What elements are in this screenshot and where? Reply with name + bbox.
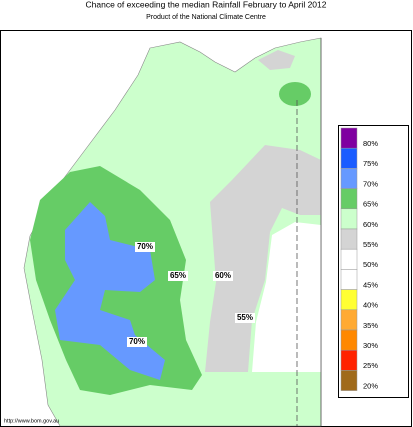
title: Chance of exceeding the median Rainfall … xyxy=(86,0,327,9)
legend-label: 65% xyxy=(363,200,378,209)
region-50 xyxy=(252,222,321,372)
legend-label: 80% xyxy=(363,139,378,148)
region-55-north xyxy=(258,50,295,70)
legend-swatch xyxy=(340,248,358,270)
legend-label: 25% xyxy=(363,361,378,370)
map-label: 70% xyxy=(129,337,145,346)
legend-swatch xyxy=(340,329,358,351)
legend-label: 60% xyxy=(363,220,378,229)
label-bg xyxy=(168,271,188,281)
legend-swatch xyxy=(340,228,358,250)
map-label: 60% xyxy=(215,271,231,280)
legend-swatch xyxy=(340,309,358,331)
label-bg xyxy=(127,337,147,347)
legend-label: 45% xyxy=(363,280,378,289)
label-bg xyxy=(135,242,155,252)
legend-swatch xyxy=(340,269,358,290)
legend-label: 35% xyxy=(363,321,378,330)
region-65-north xyxy=(279,82,311,106)
legend-swatch xyxy=(340,370,358,391)
region-55 xyxy=(205,145,321,372)
legend-swatch xyxy=(340,289,358,311)
legend-swatch xyxy=(340,168,358,189)
legend-label: 55% xyxy=(363,240,378,249)
legend-label: 70% xyxy=(363,179,378,188)
subtitle: Product of the National Climate Centre xyxy=(146,14,266,21)
url: http://www.bom.gov.au xyxy=(4,418,59,424)
legend-swatch xyxy=(340,188,358,210)
map-label: 55% xyxy=(237,313,253,322)
legend-swatch xyxy=(340,127,358,149)
map-label: 65% xyxy=(170,271,186,280)
label-bg xyxy=(213,271,233,281)
label-bg xyxy=(235,313,255,323)
regions xyxy=(23,37,322,427)
legend-label: 30% xyxy=(363,341,378,350)
legend-label: 40% xyxy=(363,301,378,310)
legend-label: 20% xyxy=(363,381,378,390)
legend-swatch xyxy=(340,349,358,371)
legend-label: 50% xyxy=(363,260,378,269)
legend-swatch xyxy=(340,147,358,169)
legend-swatch xyxy=(340,208,358,230)
region-70 xyxy=(55,202,165,380)
legend-label: 75% xyxy=(363,159,378,168)
map-label: 70% xyxy=(137,242,153,251)
